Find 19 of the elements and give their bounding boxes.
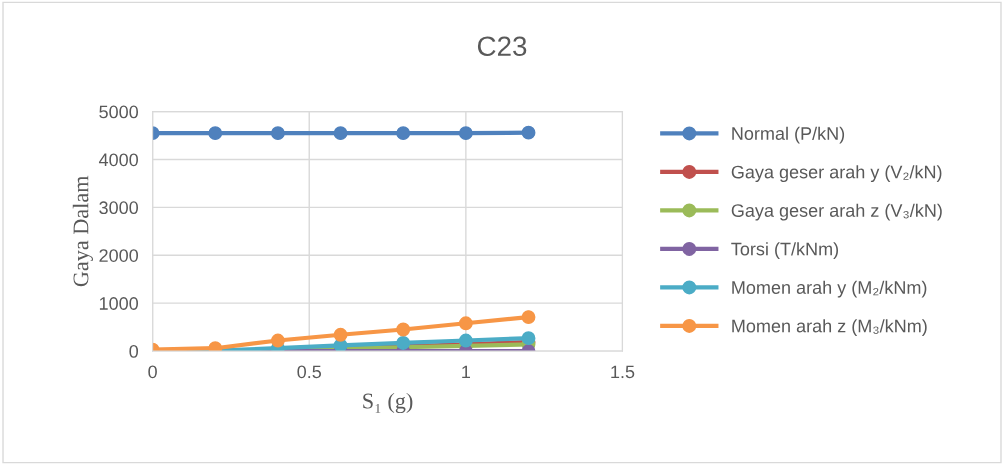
x-tick-label: 0.5 xyxy=(297,365,322,379)
legend-label: Torsi (T/kNm) xyxy=(731,242,839,259)
legend-label: Normal (P/kN) xyxy=(732,126,845,144)
y-tick-label: 2000 xyxy=(99,249,139,263)
y-tick-label: 1000 xyxy=(99,297,139,310)
x-tick-label: 1 xyxy=(462,365,470,379)
legend-label: Gaya geser arah z (V₃/kN) xyxy=(731,203,942,221)
chart-title: C23 xyxy=(477,36,527,57)
y-tick-label: 5000 xyxy=(99,105,139,119)
x-tick-label: 0 xyxy=(148,365,157,379)
y-tick-label: 3000 xyxy=(99,201,139,215)
legend-label: Momen arah y (M₂/kNm) xyxy=(732,280,927,298)
legend-label: Momen arah z (M₃/kNm) xyxy=(732,319,927,336)
legend-label: Gaya geser arah y (V₂/kN) xyxy=(731,165,942,183)
x-tick-label: 1.5 xyxy=(611,365,635,379)
y-tick-label: 4000 xyxy=(98,153,139,167)
y-tick-label: 0 xyxy=(129,345,139,358)
x-axis-title: S₁ (g) xyxy=(363,392,413,414)
y-axis-title: Gaya Dalam xyxy=(72,175,93,287)
